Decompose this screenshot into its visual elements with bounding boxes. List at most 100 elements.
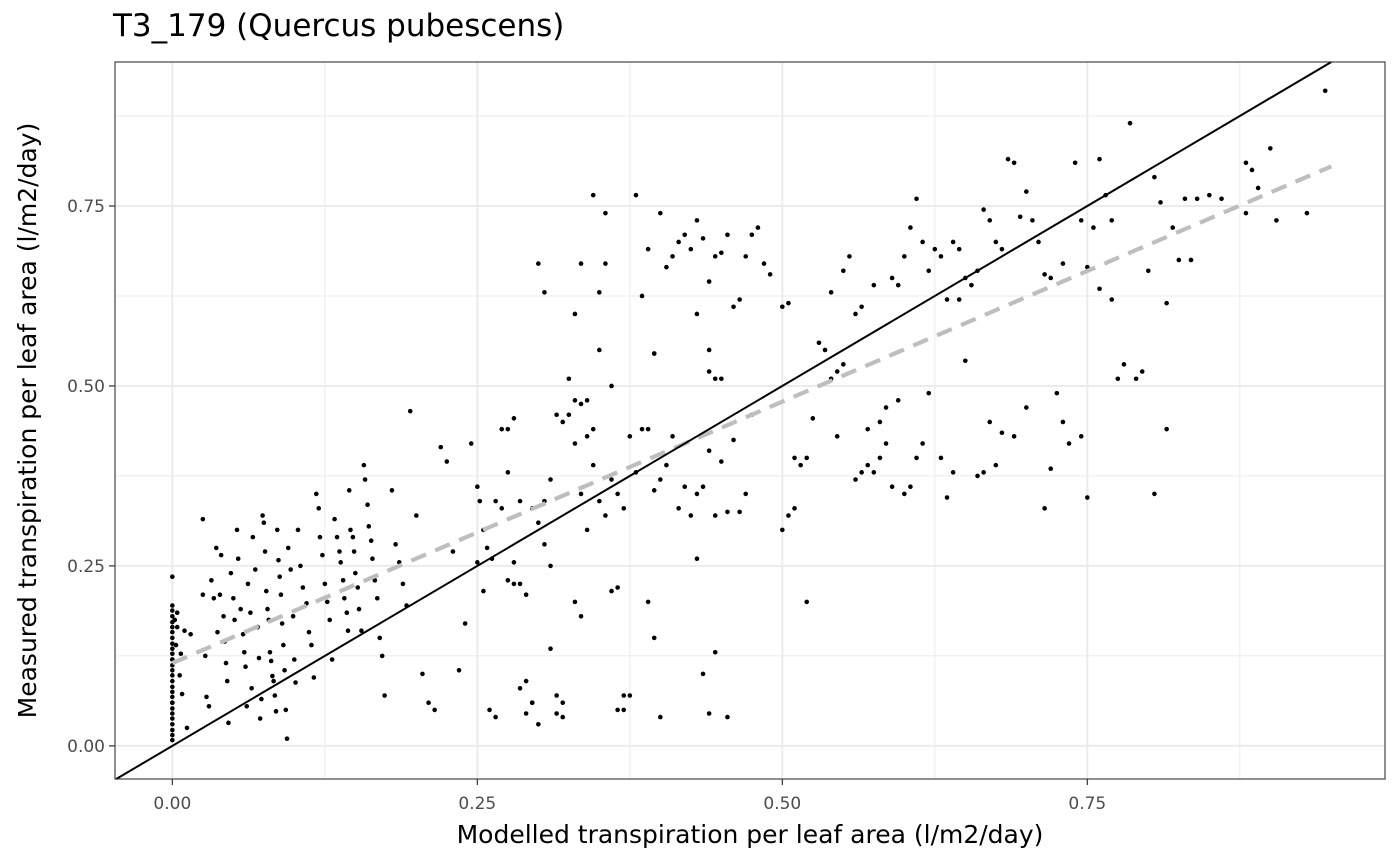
data-point	[944, 297, 950, 302]
data-point	[627, 693, 633, 698]
data-point	[1036, 239, 1041, 245]
data-point	[499, 506, 505, 511]
data-point	[272, 693, 278, 698]
data-point	[651, 351, 657, 356]
data-point	[1219, 196, 1224, 202]
data-point	[609, 383, 614, 389]
data-point	[517, 581, 523, 587]
data-point	[1158, 200, 1163, 205]
data-point	[217, 592, 223, 598]
data-point	[731, 437, 736, 443]
data-point	[382, 693, 387, 698]
data-point	[1078, 434, 1084, 439]
data-point	[676, 506, 681, 511]
x-tick-label: 0.25	[458, 794, 496, 814]
data-point	[218, 552, 224, 558]
data-point	[348, 527, 353, 533]
data-point	[324, 599, 330, 605]
data-point	[780, 527, 785, 533]
data-point	[1078, 218, 1084, 223]
data-point	[712, 513, 718, 518]
data-point	[1152, 491, 1157, 497]
data-point	[309, 642, 314, 648]
data-point	[1060, 261, 1066, 266]
data-point	[859, 470, 864, 475]
data-point	[700, 671, 706, 677]
data-point	[902, 254, 907, 259]
data-point	[432, 707, 437, 713]
data-point	[1091, 225, 1096, 230]
data-point	[694, 218, 700, 223]
data-point	[468, 441, 474, 446]
data-point	[792, 506, 797, 511]
data-point	[320, 552, 325, 558]
data-point	[295, 527, 301, 533]
data-point	[477, 498, 483, 504]
data-point	[204, 694, 209, 700]
data-point	[202, 653, 208, 659]
data-point	[174, 624, 180, 630]
data-point	[1017, 214, 1023, 220]
y-tick-label: 0.75	[67, 197, 105, 217]
data-point	[719, 250, 724, 256]
data-point	[235, 556, 241, 562]
data-point	[361, 462, 367, 468]
data-point	[505, 578, 511, 583]
data-point	[1048, 466, 1054, 472]
data-point	[277, 574, 282, 580]
data-point	[493, 714, 498, 720]
data-point	[975, 473, 980, 479]
data-point	[853, 477, 858, 482]
data-point	[1005, 156, 1011, 162]
data-point	[584, 434, 590, 439]
data-point	[1188, 257, 1194, 263]
data-point	[170, 614, 175, 619]
data-point	[536, 261, 541, 266]
data-point	[298, 563, 303, 569]
data-point	[645, 246, 651, 252]
data-point	[1121, 362, 1127, 367]
data-point	[1085, 495, 1090, 500]
data-point	[170, 732, 175, 738]
data-point	[261, 520, 267, 526]
data-point	[292, 657, 297, 662]
data-point	[184, 725, 190, 731]
x-axis-ticks: 0.00 0.25 0.50 0.75	[153, 779, 1106, 814]
data-point	[1054, 390, 1060, 396]
data-point	[346, 488, 352, 493]
data-point	[1164, 426, 1169, 432]
data-point	[590, 462, 596, 468]
data-point	[487, 707, 492, 713]
data-point	[889, 275, 895, 281]
data-point	[670, 254, 675, 259]
data-point	[590, 192, 596, 198]
data-point	[584, 398, 590, 403]
data-point	[554, 693, 559, 698]
data-point	[1207, 192, 1212, 198]
data-point	[224, 678, 230, 684]
data-point	[368, 538, 374, 544]
data-point	[871, 470, 877, 475]
data-point	[316, 506, 322, 511]
data-point	[798, 462, 803, 468]
data-point	[221, 614, 226, 619]
data-point	[719, 376, 724, 382]
data-point	[920, 239, 925, 245]
data-point	[987, 218, 993, 223]
data-point	[932, 246, 938, 252]
plot-panel	[115, 61, 1385, 780]
data-point	[664, 462, 669, 468]
data-point	[926, 268, 932, 274]
data-point	[993, 239, 999, 245]
panel-border	[114, 61, 1386, 780]
data-point	[170, 716, 175, 721]
data-point	[706, 711, 712, 716]
data-point	[706, 347, 712, 353]
data-point	[265, 606, 270, 612]
data-point	[1066, 441, 1072, 446]
data-point	[755, 225, 761, 230]
data-point	[743, 491, 749, 497]
data-point	[560, 700, 566, 705]
data-point	[847, 254, 852, 259]
data-point	[822, 347, 828, 353]
